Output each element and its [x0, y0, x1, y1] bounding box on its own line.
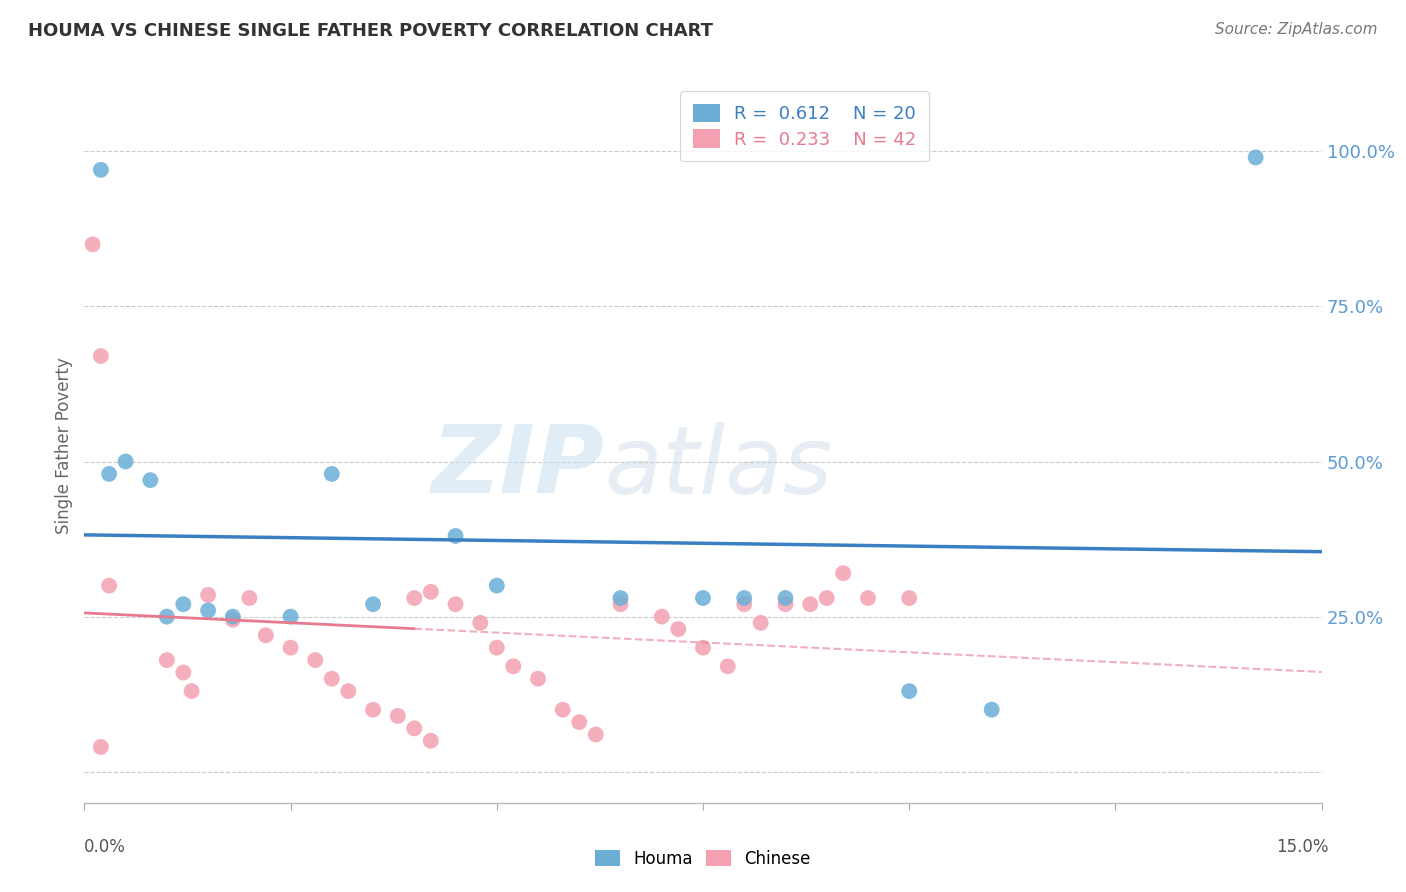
Point — [280, 609, 302, 624]
Point — [156, 653, 179, 667]
Point — [156, 609, 179, 624]
Point — [82, 237, 104, 252]
Point — [180, 684, 202, 698]
Point — [172, 665, 194, 680]
Point — [139, 473, 162, 487]
Point — [387, 709, 409, 723]
Point — [551, 703, 574, 717]
Point — [222, 613, 245, 627]
Point — [502, 659, 524, 673]
Text: 0.0%: 0.0% — [84, 838, 127, 856]
Point — [254, 628, 277, 642]
Point — [527, 672, 550, 686]
Point — [1244, 151, 1267, 165]
Point — [832, 566, 855, 581]
Point — [568, 715, 591, 730]
Point — [609, 597, 631, 611]
Text: HOUMA VS CHINESE SINGLE FATHER POVERTY CORRELATION CHART: HOUMA VS CHINESE SINGLE FATHER POVERTY C… — [28, 22, 713, 40]
Point — [651, 609, 673, 624]
Point — [799, 597, 821, 611]
Point — [749, 615, 772, 630]
Point — [609, 591, 631, 605]
Text: Source: ZipAtlas.com: Source: ZipAtlas.com — [1215, 22, 1378, 37]
Point — [304, 653, 326, 667]
Point — [775, 591, 797, 605]
Point — [815, 591, 838, 605]
Point — [585, 727, 607, 741]
Point — [419, 733, 441, 747]
Point — [444, 529, 467, 543]
Point — [775, 597, 797, 611]
Point — [197, 603, 219, 617]
Point — [98, 467, 121, 481]
Point — [419, 584, 441, 599]
Point — [980, 703, 1002, 717]
Text: atlas: atlas — [605, 422, 832, 513]
Point — [172, 597, 194, 611]
Point — [444, 597, 467, 611]
Point — [898, 591, 921, 605]
Point — [485, 579, 508, 593]
Point — [361, 597, 384, 611]
Point — [692, 591, 714, 605]
Point — [666, 622, 689, 636]
Point — [321, 467, 343, 481]
Point — [90, 162, 112, 177]
Point — [222, 609, 245, 624]
Point — [90, 349, 112, 363]
Point — [470, 615, 492, 630]
Point — [90, 739, 112, 754]
Point — [361, 703, 384, 717]
Point — [733, 597, 755, 611]
Point — [692, 640, 714, 655]
Point — [114, 454, 136, 468]
Point — [238, 591, 260, 605]
Point — [280, 640, 302, 655]
Legend: R =  0.612    N = 20, R =  0.233    N = 42: R = 0.612 N = 20, R = 0.233 N = 42 — [681, 91, 929, 161]
Point — [337, 684, 360, 698]
Point — [898, 684, 921, 698]
Point — [404, 591, 426, 605]
Point — [485, 640, 508, 655]
Point — [321, 672, 343, 686]
Text: ZIP: ZIP — [432, 421, 605, 514]
Point — [197, 588, 219, 602]
Point — [404, 722, 426, 736]
Point — [717, 659, 740, 673]
Point — [733, 591, 755, 605]
Point — [856, 591, 879, 605]
Legend: Houma, Chinese: Houma, Chinese — [588, 844, 818, 875]
Text: 15.0%: 15.0% — [1277, 838, 1329, 856]
Point — [98, 579, 121, 593]
Y-axis label: Single Father Poverty: Single Father Poverty — [55, 358, 73, 534]
